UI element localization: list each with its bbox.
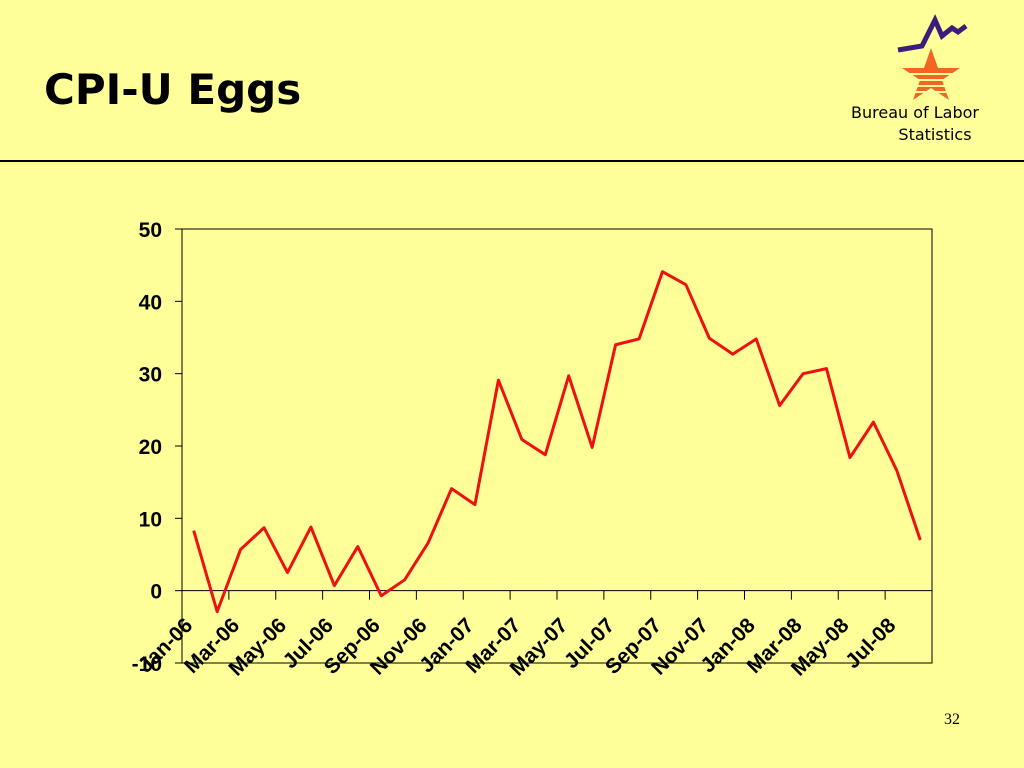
y-tick-label: 20 — [139, 436, 162, 459]
y-tick-label: 10 — [139, 508, 162, 531]
y-tick-label: 0 — [150, 581, 162, 604]
logo-line — [897, 14, 968, 53]
y-tick-label: 40 — [139, 291, 162, 314]
logo-stripes — [900, 73, 962, 93]
y-tick-label: 50 — [139, 219, 162, 242]
bls-logo — [897, 14, 968, 100]
logo-text: Bureau of Labor — [851, 103, 979, 122]
slide-title: CPI-U Eggs — [44, 65, 301, 114]
y-tick-label: -10 — [132, 653, 162, 676]
logo-text: Statistics — [898, 125, 971, 144]
y-tick-label: 30 — [139, 364, 162, 387]
data-line — [192, 270, 922, 614]
page-number: 32 — [944, 711, 960, 728]
